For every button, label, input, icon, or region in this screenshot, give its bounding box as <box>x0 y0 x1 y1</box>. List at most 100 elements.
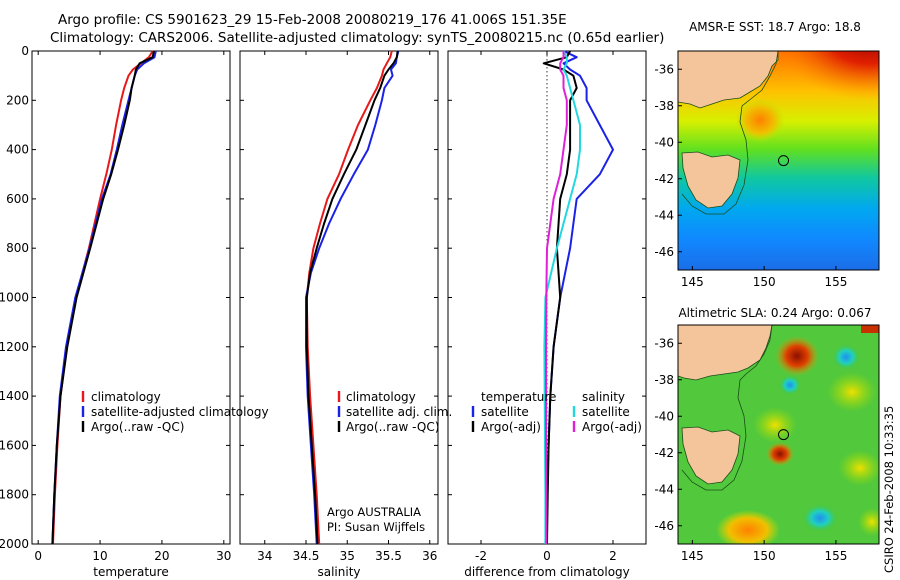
temperature-ticks: 0 200 400 600 800 1000 1200 1400 1600 1800 2000 0 10… <box>0 44 231 563</box>
lat-tick-label: -44 <box>654 208 674 222</box>
depth-tick-label: 400 <box>6 143 29 157</box>
sst-warm-tongue <box>735 98 785 142</box>
x-tick-label: 0 <box>34 549 42 563</box>
x-tick-label: 20 <box>154 549 169 563</box>
sla-map-ticks: 145 150 155 -36 -38 -40 -42 -44 -46 <box>654 336 847 563</box>
salinity-panel: 34 34.5 35 35.5 36 salinity climatology sate… <box>239 50 452 579</box>
sla-blob-red-center <box>766 442 794 466</box>
footer-credit: CSIRO 24-Feb-2008 10:33:35 <box>882 406 896 573</box>
salinity-lines <box>305 50 400 545</box>
series-line-satellite-adjusted-climatology <box>51 50 157 545</box>
depth-tick-label: 1600 <box>0 438 29 452</box>
legend-label-argo: Argo(..raw -QC) <box>346 420 439 434</box>
sla-blob-yellow-ne <box>838 450 879 486</box>
title-line-1: Argo profile: CS 5901623_29 15-Feb-2008 … <box>58 12 567 28</box>
sst-map-title: AMSR-E SST: 18.7 Argo: 18.8 <box>689 20 861 34</box>
sla-shelf-contour <box>681 325 773 491</box>
legend-title-salinity: salinity <box>582 390 625 404</box>
sst-land-mainland <box>678 51 779 109</box>
legend-title-temperature: temperature <box>481 390 556 404</box>
lon-tick-label: 145 <box>681 275 704 289</box>
depth-tick-label: 800 <box>6 241 29 255</box>
depth-tick-label: 200 <box>6 93 29 107</box>
legend-label-climatology: climatology <box>346 390 416 404</box>
sst-map-panel: AMSR-E SST: 18.7 Argo: 18.8 145 150 155 -36… <box>654 20 880 289</box>
x-tick-label: -2 <box>475 549 487 563</box>
lat-tick-label: -38 <box>654 373 674 387</box>
salinity-ticks: 34 34.5 35 35.5 36 <box>240 50 438 563</box>
salinity-legend: climatology satellite adj. clim. Argo(..… <box>337 390 452 434</box>
lat-tick-label: -46 <box>654 245 674 259</box>
depth-tick-label: 1200 <box>0 340 29 354</box>
sla-blob-cyan-ne <box>832 344 860 370</box>
legend-label-satellite: satellite adj. clim. <box>346 405 452 419</box>
legend-label-temp-satellite: satellite <box>481 405 529 419</box>
temperature-xlabel: temperature <box>93 565 168 579</box>
sst-map-frame <box>677 50 880 271</box>
sla-map-frame <box>677 324 880 545</box>
series-line-argo-raw-qc <box>305 50 399 545</box>
sst-map-ticks: 145 150 155 -36 -38 -40 -42 -44 -46 <box>654 62 847 289</box>
sla-land-mainland <box>678 325 773 381</box>
salinity-axes-box <box>239 50 439 545</box>
depth-tick-label: 2000 <box>0 537 29 551</box>
lon-tick-label: 155 <box>824 549 847 563</box>
sla-blob-cyan-south <box>802 504 838 532</box>
x-tick-label: 10 <box>92 549 107 563</box>
sla-map-title: Altimetric SLA: 0.24 Argo: 0.067 <box>678 306 871 320</box>
difference-panel: -2 0 2 difference from climatology tempera… <box>447 50 647 579</box>
legend-label-climatology: climatology <box>91 390 161 404</box>
temperature-panel: 0 200 400 600 800 1000 1200 1400 1600 1800 2000 0 10… <box>0 44 269 579</box>
lat-tick-label: -42 <box>654 446 674 460</box>
difference-lines <box>542 50 614 545</box>
credit-argo-australia: Argo AUSTRALIA <box>327 505 421 519</box>
depth-tick-label: 600 <box>6 192 29 206</box>
difference-ticks: -2 0 2 <box>448 50 646 563</box>
sla-land-tasmania <box>681 426 741 485</box>
temperature-lines <box>51 50 157 545</box>
series-line-salinity-argo-adj <box>545 51 568 544</box>
lon-tick-label: 150 <box>753 275 776 289</box>
credit-pi: PI: Susan Wijffels <box>327 520 425 534</box>
sst-field <box>678 51 879 270</box>
lon-tick-label: 145 <box>681 549 704 563</box>
difference-xlabel: difference from climatology <box>464 565 630 579</box>
x-tick-label: 35.5 <box>375 549 402 563</box>
series-line-temperature-argo-adj <box>542 50 578 545</box>
x-tick-label: 34.5 <box>293 549 320 563</box>
depth-tick-label: 1800 <box>0 488 29 502</box>
sst-argo-position-marker <box>778 155 790 167</box>
lat-tick-label: -46 <box>654 519 674 533</box>
lat-tick-label: -44 <box>654 482 674 496</box>
lat-tick-label: -36 <box>654 336 674 350</box>
x-tick-label: 30 <box>216 549 231 563</box>
title-line-2: Climatology: CARS2006. Satellite-adjuste… <box>50 30 664 46</box>
legend-label-argo: Argo(..raw -QC) <box>91 420 184 434</box>
lat-tick-label: -40 <box>654 409 674 423</box>
sla-blob-warm-north <box>775 336 819 376</box>
difference-legend: temperature satellite Argo(-adj) salinit… <box>471 390 642 434</box>
series-line-argo-raw-qc <box>51 50 155 545</box>
sla-blob-yellow-center <box>753 407 797 443</box>
sst-land-tasmania <box>681 151 741 209</box>
x-tick-label: 34 <box>257 549 272 563</box>
sla-edge-strip <box>861 325 879 333</box>
series-line-salinity-satellite <box>543 50 581 544</box>
sla-blob-cyan-mid <box>779 375 801 395</box>
lon-tick-label: 155 <box>824 275 847 289</box>
legend-label-sal-argo: Argo(-adj) <box>582 420 642 434</box>
sla-blob-yellow-east <box>827 372 877 412</box>
lat-tick-label: -36 <box>654 62 674 76</box>
temperature-axes-box <box>31 50 231 545</box>
sla-argo-position-marker <box>778 429 790 441</box>
series-line-satellite-adj-clim <box>305 50 400 545</box>
legend-label-sal-satellite: satellite <box>582 405 630 419</box>
lat-tick-label: -38 <box>654 99 674 113</box>
series-line-climatology <box>305 50 393 545</box>
lat-tick-label: -40 <box>654 135 674 149</box>
depth-tick-label: 1400 <box>0 389 29 403</box>
temperature-legend: climatology satellite-adjusted climatolo… <box>81 390 269 434</box>
x-tick-label: 36 <box>422 549 437 563</box>
salinity-xlabel: salinity <box>317 565 360 579</box>
depth-tick-label: 1000 <box>0 291 29 305</box>
